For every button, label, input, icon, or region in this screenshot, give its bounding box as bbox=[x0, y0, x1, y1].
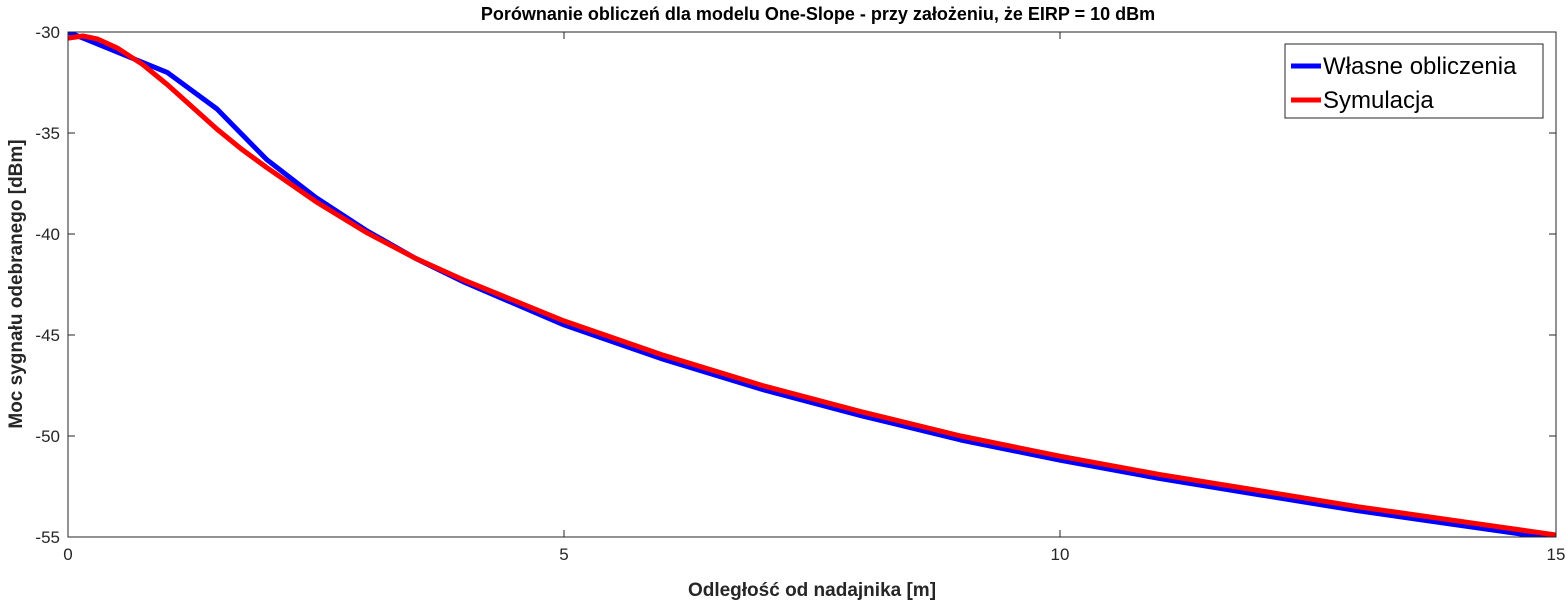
y-tick-label: -40 bbox=[35, 225, 60, 244]
series-line-symulacja bbox=[68, 33, 1556, 537]
x-tick-label: 5 bbox=[559, 545, 568, 564]
y-tick-label: -45 bbox=[35, 326, 60, 345]
y-tick-label: -30 bbox=[35, 23, 60, 42]
y-tick-label: -55 bbox=[35, 528, 60, 547]
x-tick-label: 15 bbox=[1547, 545, 1566, 564]
ticks-layer: 0 5 10 15 -30 -35 -40 -45 -50 -55 bbox=[35, 23, 1565, 564]
series-layer bbox=[68, 32, 1556, 537]
x-tick-label: 10 bbox=[1051, 545, 1070, 564]
plot-frame bbox=[67, 31, 1557, 538]
legend-box bbox=[1284, 43, 1544, 119]
legend-label: Symulacja bbox=[1323, 87, 1434, 114]
y-axis-title: Moc sygnału odebranego [dBm] bbox=[6, 139, 27, 428]
x-axis-title: Odległość od nadajnika [m] bbox=[688, 580, 936, 601]
y-tick-label: -35 bbox=[35, 124, 60, 143]
series-line-wlasne-obliczenia bbox=[68, 32, 1556, 537]
legend: Własne obliczenia Symulacja bbox=[1284, 43, 1544, 119]
chart-title: Porównanie obliczeń dla modelu One-Slope… bbox=[481, 4, 1155, 24]
x-tick-label: 0 bbox=[63, 545, 72, 564]
y-tick-label: -50 bbox=[35, 427, 60, 446]
legend-label: Własne obliczenia bbox=[1323, 53, 1517, 80]
